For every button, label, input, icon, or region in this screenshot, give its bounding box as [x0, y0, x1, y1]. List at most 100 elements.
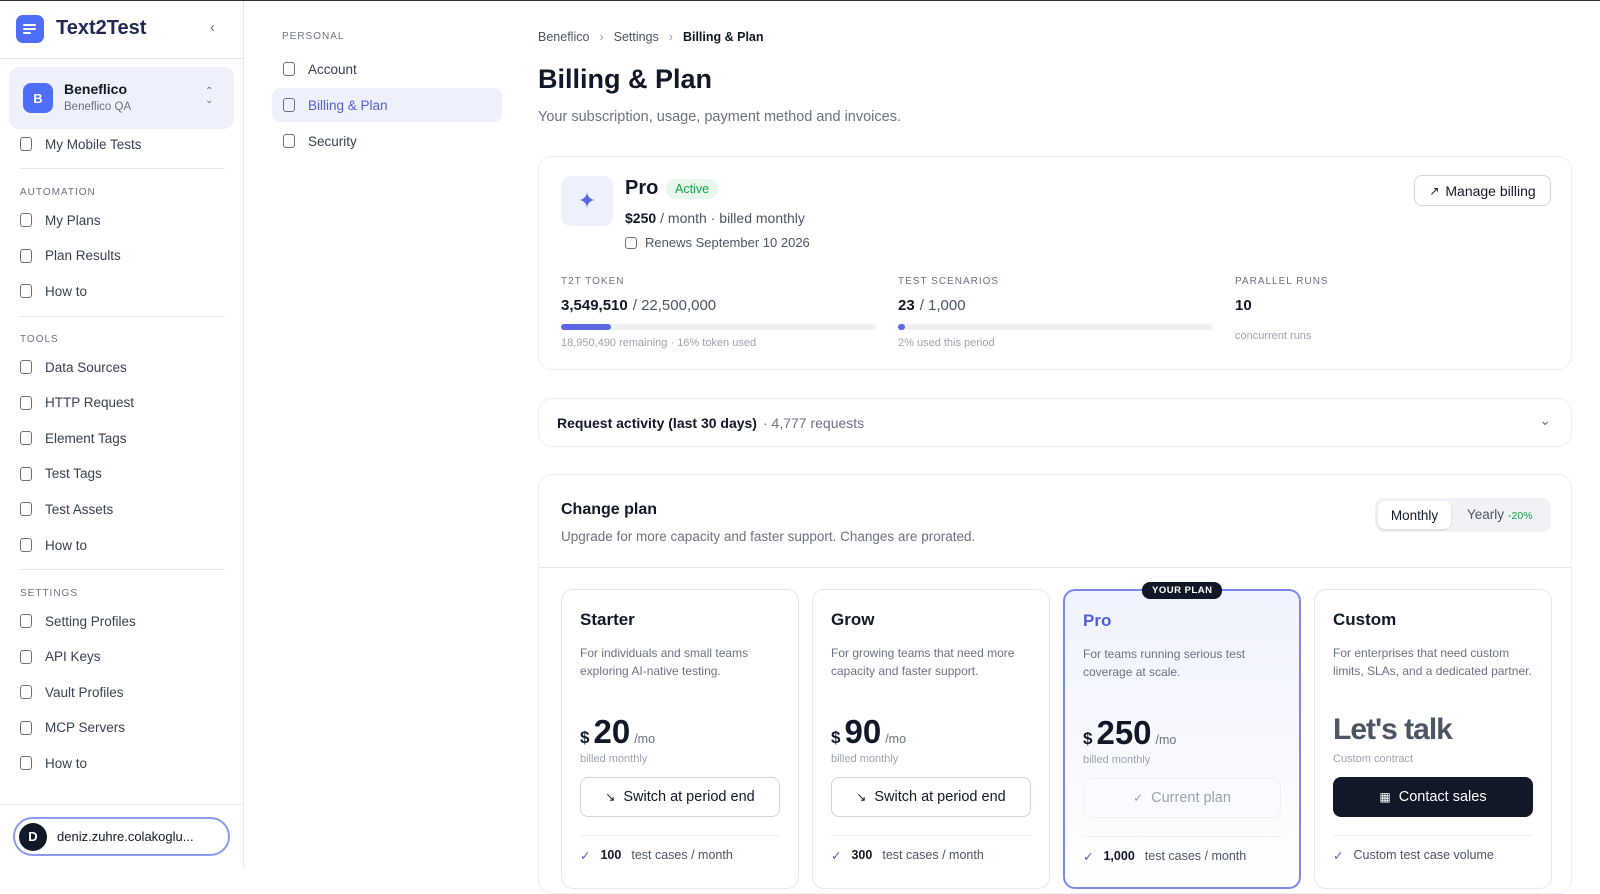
nav-item[interactable]: HTTP Request	[20, 392, 134, 414]
nav-item[interactable]: How to	[20, 534, 87, 556]
plan-feature: ✓ 300 test cases / month	[831, 848, 1031, 863]
user-menu[interactable]: D deniz.zuhre.colakoglu...	[13, 817, 230, 856]
divider	[20, 569, 225, 570]
user-avatar: D	[19, 822, 47, 851]
page-title: Billing & Plan	[538, 64, 713, 94]
breadcrumb: Beneflico › Settings › Billing & Plan	[538, 30, 764, 44]
nav-item[interactable]: Billing & Plan	[283, 94, 388, 116]
separator: ›	[668, 30, 673, 44]
nav-label: Setting Profiles	[45, 613, 136, 629]
nav-icon	[20, 213, 32, 227]
progress-track	[561, 324, 876, 330]
plan-button[interactable]: ▦ Contact sales	[1333, 777, 1533, 817]
manage-billing-button[interactable]: ↗ Manage billing	[1414, 175, 1551, 206]
plan-button[interactable]: ↘ Switch at period end	[580, 777, 780, 817]
nav-item[interactable]: Plan Results	[20, 245, 121, 267]
breadcrumb-item: Billing & Plan	[682, 30, 764, 44]
divider	[20, 168, 225, 169]
nav-label: How to	[45, 755, 88, 771]
calendar-icon	[625, 236, 637, 249]
usage-limit: / 22,500,000	[632, 297, 717, 314]
nav-icon	[20, 395, 32, 410]
usage-column: T2T TOKEN 3,549,510/ 22,500,000 18,950,490…	[561, 276, 881, 349]
button-label: Contact sales	[1398, 789, 1487, 805]
button-label: Manage billing	[1445, 182, 1536, 199]
nav-label: Element Tags	[45, 430, 127, 446]
nav-item[interactable]: Security	[283, 130, 357, 152]
currency: $	[580, 728, 590, 747]
plan-price: Let's talk	[1333, 713, 1533, 749]
workspace-switcher[interactable]: B Beneflico Beneflico QA ⌃ ⌄	[9, 67, 234, 129]
nav-item[interactable]: My Plans	[20, 209, 101, 231]
nav-icon	[20, 360, 32, 374]
toggle-yearly[interactable]: Yearly -20%	[1467, 507, 1533, 522]
currency: $	[1083, 729, 1093, 748]
usage-value: 10	[1235, 297, 1555, 314]
activity-title: Request activity (last 30 days)	[557, 415, 757, 431]
section-title: AUTOMATION	[20, 187, 96, 198]
nav-label: How to	[45, 537, 88, 553]
nav-item[interactable]: Test Assets	[20, 498, 113, 520]
nav-label: Security	[308, 133, 357, 149]
nav-item[interactable]: Setting Profiles	[20, 610, 136, 632]
plan-price: $20/mo	[580, 713, 780, 750]
usage-label: T2T TOKEN	[561, 276, 625, 287]
plan-name: Pro	[1083, 611, 1112, 630]
nav-icon	[20, 284, 32, 299]
nav-label: Plan Results	[45, 248, 121, 264]
expand-icon: ⌄	[1539, 412, 1551, 428]
nav-item[interactable]: Element Tags	[20, 427, 127, 449]
nav-label: Test Tags	[45, 466, 102, 482]
plan-card: Grow For growing teams that need more cap…	[812, 589, 1050, 889]
nav-icon	[20, 685, 32, 700]
usage-count: 10	[1235, 297, 1252, 314]
nav-item[interactable]: My Mobile Tests	[20, 133, 142, 155]
divider	[539, 567, 1571, 568]
plan-description: For teams running serious test coverage …	[1083, 647, 1246, 679]
nav-item[interactable]: Vault Profiles	[20, 681, 124, 703]
plan-badge: YOUR PLAN	[1142, 582, 1223, 599]
nav-item[interactable]: Test Tags	[20, 463, 102, 485]
divider	[580, 835, 780, 836]
nav-icon	[20, 466, 32, 481]
nav-icon	[20, 431, 32, 446]
nav-icon	[20, 649, 32, 664]
usage-column: TEST SCENARIOS 23/ 1,000 2% used this peri…	[898, 276, 1218, 349]
billing-note: billed monthly	[580, 753, 648, 765]
plan-card: ✦ Pro Active $250 / month · billed month…	[538, 156, 1572, 370]
feature-count: 1,000	[1103, 849, 1135, 863]
usage-count: 3,549,510	[561, 297, 628, 314]
nav-item[interactable]: How to	[20, 280, 87, 302]
button-label: Current plan	[1151, 790, 1231, 806]
nav-item[interactable]: MCP Servers	[20, 717, 125, 739]
nav-label: How to	[45, 283, 88, 299]
workspace-name: Beneflico	[64, 81, 128, 97]
plan-feature: ✓ 100 test cases / month	[580, 848, 780, 863]
nav-label: Vault Profiles	[45, 684, 124, 700]
collapse-button[interactable]: ‹	[210, 19, 215, 36]
nav-item[interactable]: Account	[283, 58, 357, 80]
renew-date: Renews September 10 2026	[645, 235, 810, 250]
usage-value: 23/ 1,000	[898, 297, 1218, 314]
logo	[16, 15, 44, 43]
nav-label: Billing & Plan	[308, 97, 388, 113]
nav-icon	[283, 62, 295, 76]
breadcrumb-item[interactable]: Beneflico	[538, 30, 590, 44]
usage-column: PARALLEL RUNS 10 concurrent runs	[1235, 276, 1555, 342]
plan-button: ✓ Current plan	[1083, 778, 1281, 818]
breadcrumb-item[interactable]: Settings	[613, 30, 659, 44]
activity-card[interactable]: Request activity (last 30 days) · 4,777 …	[538, 398, 1572, 447]
plan-description: For enterprises that need custom limits,…	[1333, 646, 1532, 678]
plan-name: Custom	[1333, 610, 1397, 629]
plan-button[interactable]: ↘ Switch at period end	[831, 777, 1031, 817]
check-icon: ✓	[580, 849, 591, 863]
nav-label: HTTP Request	[45, 395, 135, 411]
check-icon: ✓	[1083, 850, 1094, 864]
nav-item[interactable]: Data Sources	[20, 356, 127, 378]
nav-label: API Keys	[45, 649, 101, 665]
toggle-monthly[interactable]: Monthly	[1378, 501, 1451, 529]
button-label: Switch at period end	[623, 789, 755, 805]
nav-item[interactable]: How to	[20, 752, 87, 774]
nav-item[interactable]: API Keys	[20, 646, 101, 668]
